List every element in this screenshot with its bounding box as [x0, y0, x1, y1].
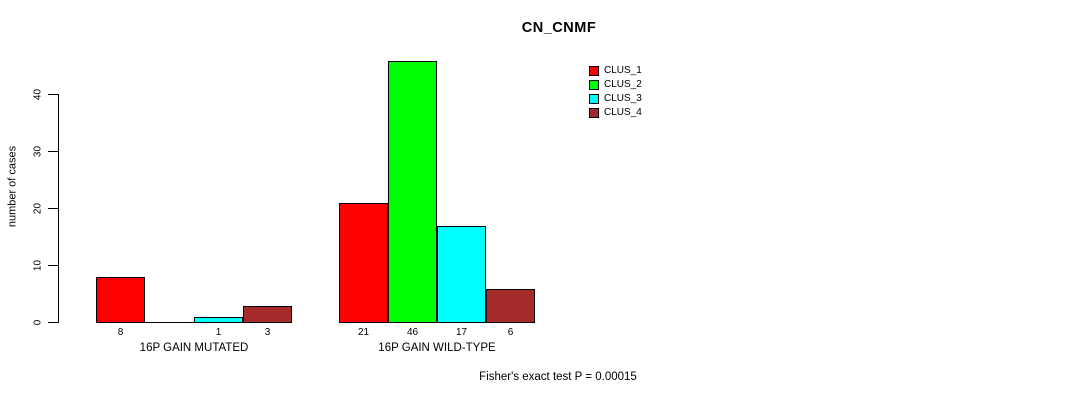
y-axis-title: number of cases	[6, 145, 19, 228]
y-tick-label: 0	[32, 319, 44, 326]
bar-clus_2	[388, 61, 437, 323]
y-tick-label: 10	[32, 259, 44, 272]
legend-swatch-icon	[589, 66, 599, 76]
legend-row: CLUS_1	[589, 66, 642, 76]
annotation-text: Fisher's exact test P = 0.00015	[479, 371, 637, 383]
bar-value-label: 17	[455, 327, 468, 338]
bar-zero-clus_2	[145, 322, 194, 323]
legend-label: CLUS_3	[604, 93, 642, 104]
bar-clus_3	[437, 226, 486, 323]
y-tick-label: 40	[32, 88, 44, 101]
y-tick-mark	[48, 151, 59, 153]
bar-value-label: 8	[117, 327, 124, 338]
bar-value-label: 1	[215, 327, 222, 338]
bar-clus_4	[486, 289, 535, 323]
bar-clus_4	[243, 306, 292, 323]
bar-value-label: 21	[357, 327, 370, 338]
y-tick-mark	[48, 208, 59, 210]
y-tick-mark	[48, 265, 59, 267]
legend-row: CLUS_3	[589, 94, 642, 104]
legend-swatch-icon	[589, 108, 599, 118]
bar-clus_1	[96, 277, 145, 323]
chart-title: CN_CNMF	[521, 20, 597, 36]
x-group-label: 16P GAIN WILD-TYPE	[378, 342, 496, 354]
legend-label: CLUS_2	[604, 79, 642, 90]
bar-value-label: 3	[264, 327, 271, 338]
bar-value-label: 46	[406, 327, 419, 338]
legend-swatch-icon	[589, 80, 599, 90]
bar-clus_3	[194, 317, 243, 323]
legend: CLUS_1 CLUS_2 CLUS_3 CLUS_4	[589, 66, 642, 122]
bar-value-label: 6	[507, 327, 514, 338]
y-tick-label: 20	[32, 202, 44, 215]
y-tick-label: 30	[32, 145, 44, 158]
legend-swatch-icon	[589, 94, 599, 104]
legend-row: CLUS_2	[589, 80, 642, 90]
x-group-label: 16P GAIN MUTATED	[139, 342, 249, 354]
legend-row: CLUS_4	[589, 108, 642, 118]
legend-label: CLUS_4	[604, 107, 642, 118]
y-tick-mark	[48, 322, 59, 324]
y-tick-mark	[48, 94, 59, 96]
legend-label: CLUS_1	[604, 65, 642, 76]
bar-clus_1	[339, 203, 388, 323]
